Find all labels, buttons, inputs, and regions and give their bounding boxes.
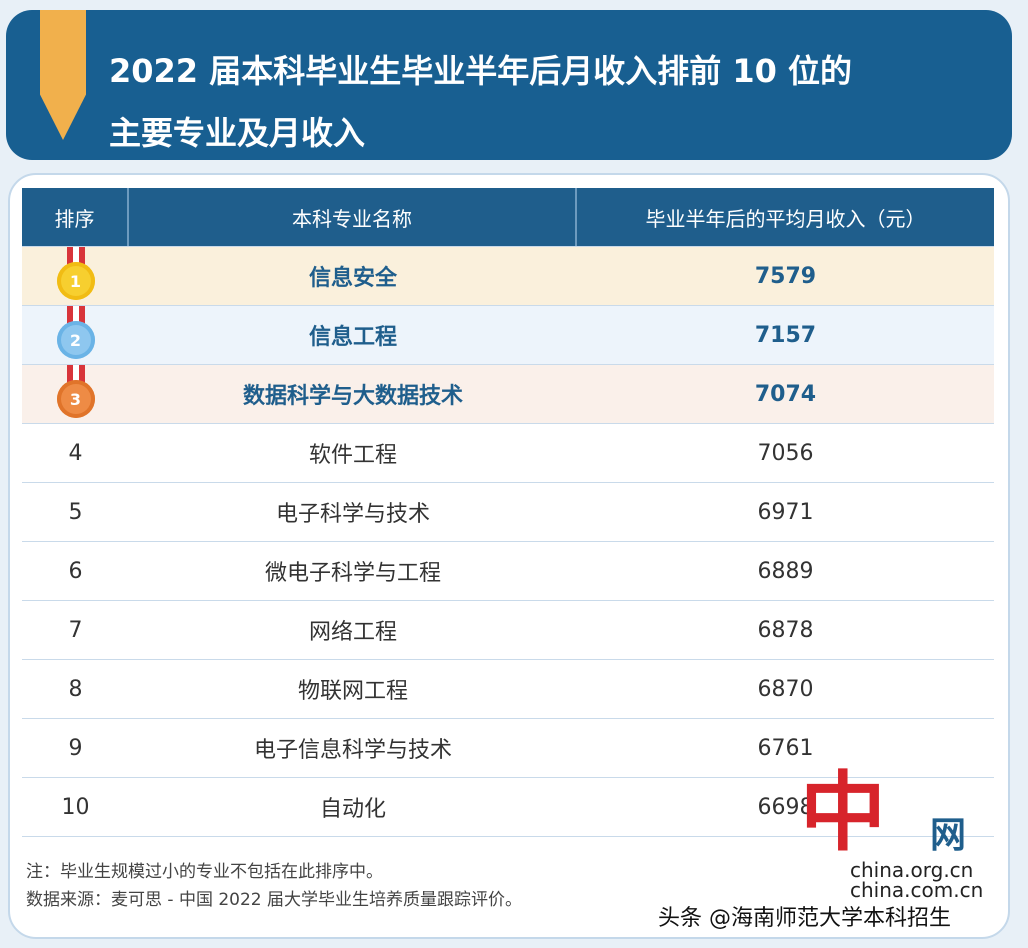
rank-cell: 6 [68,558,83,584]
income-value: 7579 [754,263,817,289]
rank-cell: 8 [68,676,83,702]
income-table: 排序 本科专业名称 毕业半年后的平均月收入（元） 1 信息安全 7579 2 信… [22,188,994,837]
header-rank: 排序 [22,188,129,246]
footnotes: 注：毕业生规模过小的专业不包括在此排序中。 数据来源：麦可思 - 中国 2022… [26,858,522,914]
page-title-line-1: 2022 届本科毕业生毕业半年后月收入排前 10 位的 [109,52,853,90]
major-name: 自动化 [319,797,386,822]
major-name: 微电子科学与工程 [264,561,441,586]
rank-cell: 5 [68,499,83,525]
header-income: 毕业半年后的平均月收入（元） [645,206,926,231]
income-value: 6889 [757,558,814,584]
china-logo-net: 网 [930,815,967,856]
major-name: 信息安全 [308,266,397,291]
major-name: 网络工程 [308,620,397,645]
income-value: 6870 [757,676,814,702]
rank-cell: 4 [68,440,83,466]
major-name: 软件工程 [308,443,397,468]
exclusion-note: 注：毕业生规模过小的专业不包括在此排序中。 [26,862,383,882]
income-value: 6878 [757,617,814,643]
title-banner: 2022 届本科毕业生毕业半年后月收入排前 10 位的 主要专业及月收入 [6,10,1012,160]
data-source-note: 数据来源：麦可思 - 中国 2022 届大学毕业生培养质量跟踪评价。 [26,890,523,910]
major-name: 电子信息科学与技术 [253,738,452,763]
table-row: 3 数据科学与大数据技术 7074 [22,364,994,423]
table-row: 4 软件工程 7056 [22,423,994,482]
income-value: 6971 [757,499,814,525]
table-row: 7 网络工程 6878 [22,600,994,659]
income-value: 7056 [757,440,814,466]
bookmark-ribbon-icon [40,10,86,140]
table-row: 5 电子科学与技术 6971 [22,482,994,541]
table-row: 1 信息安全 7579 [22,246,994,305]
income-value: 7157 [754,322,817,348]
logo-domain-com: china.com.cn [850,878,984,902]
table-header: 排序 本科专业名称 毕业半年后的平均月收入（元） [22,188,994,246]
table-row: 6 微电子科学与工程 6889 [22,541,994,600]
toutiao-watermark: 头条 @海南师范大学本科招生 [658,906,951,931]
major-name: 物联网工程 [297,679,408,704]
rank-cell: 9 [68,735,83,761]
page-title-line-2: 主要专业及月收入 [109,114,366,152]
table-row: 9 电子信息科学与技术 6761 [22,718,994,777]
gold-medal-icon: 1 [54,247,98,305]
major-name: 电子科学与技术 [275,502,430,527]
income-value: 7074 [754,381,817,407]
table-row: 8 物联网工程 6870 [22,659,994,718]
china-net-logo: 中 网 china.org.cn china.com.cn [800,763,1000,902]
silver-medal-icon: 2 [54,306,98,364]
major-name: 信息工程 [308,325,397,350]
header-major: 本科专业名称 [129,188,577,246]
major-name: 数据科学与大数据技术 [242,384,463,409]
rank-cell: 10 [61,794,90,820]
table-row: 2 信息工程 7157 [22,305,994,364]
china-logo-mark: 中 [800,763,886,863]
rank-cell: 7 [68,617,83,643]
bronze-medal-icon: 3 [54,365,98,423]
table-row: 10 自动化 6698 [22,777,994,837]
income-value: 6761 [757,735,814,761]
logo-domain-org: china.org.cn [850,858,974,882]
income-value: 6698 [757,794,814,820]
